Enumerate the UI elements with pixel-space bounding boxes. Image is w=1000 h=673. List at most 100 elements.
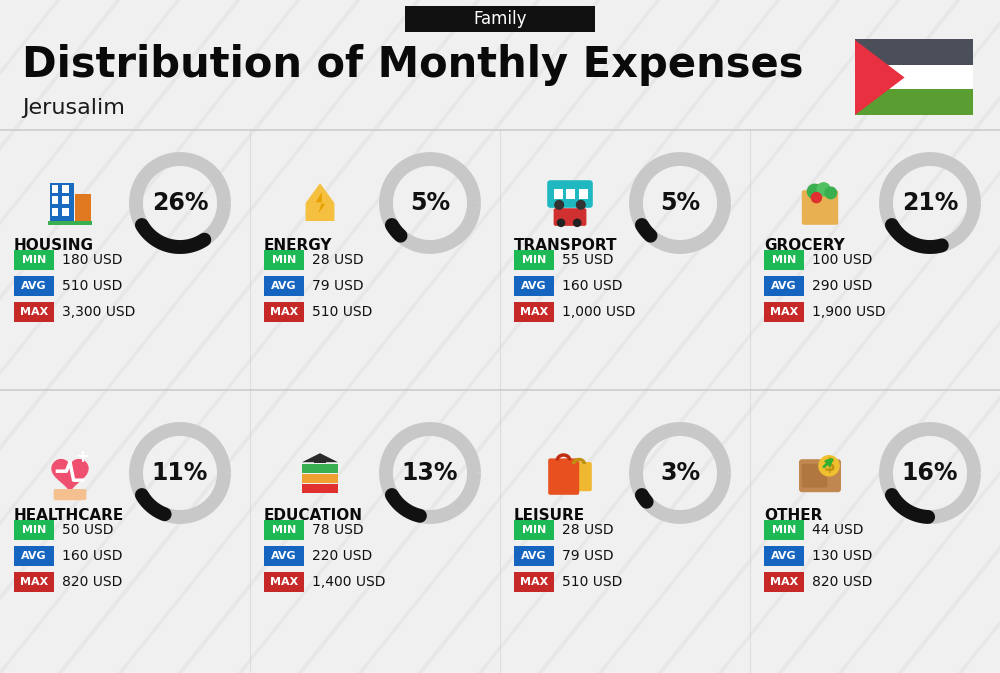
FancyBboxPatch shape <box>548 458 579 495</box>
Text: ENERGY: ENERGY <box>264 238 332 252</box>
FancyBboxPatch shape <box>62 208 69 215</box>
Text: 820 USD: 820 USD <box>812 575 872 589</box>
Text: Distribution of Monthly Expenses: Distribution of Monthly Expenses <box>22 44 804 86</box>
FancyBboxPatch shape <box>802 190 838 225</box>
Text: AVG: AVG <box>21 551 47 561</box>
FancyBboxPatch shape <box>14 520 54 540</box>
Text: MIN: MIN <box>772 255 796 265</box>
FancyBboxPatch shape <box>264 546 304 566</box>
Text: AVG: AVG <box>21 281 47 291</box>
FancyBboxPatch shape <box>514 250 554 270</box>
FancyBboxPatch shape <box>14 250 54 270</box>
FancyBboxPatch shape <box>802 464 827 488</box>
Text: LEISURE: LEISURE <box>514 507 585 522</box>
Text: 290 USD: 290 USD <box>812 279 872 293</box>
Text: 16%: 16% <box>902 461 958 485</box>
FancyBboxPatch shape <box>62 196 69 204</box>
Circle shape <box>817 183 830 196</box>
FancyBboxPatch shape <box>514 276 554 296</box>
Text: AVG: AVG <box>771 551 797 561</box>
Polygon shape <box>855 40 905 115</box>
Text: MAX: MAX <box>20 307 48 317</box>
Circle shape <box>557 219 565 226</box>
Text: MIN: MIN <box>772 525 796 535</box>
FancyBboxPatch shape <box>855 65 973 90</box>
Text: 21%: 21% <box>902 191 958 215</box>
FancyBboxPatch shape <box>54 489 86 500</box>
Text: HOUSING: HOUSING <box>14 238 94 252</box>
FancyBboxPatch shape <box>799 459 841 492</box>
Text: 1,900 USD: 1,900 USD <box>812 305 886 319</box>
FancyBboxPatch shape <box>566 188 575 199</box>
Polygon shape <box>302 453 338 462</box>
FancyBboxPatch shape <box>302 484 338 493</box>
Text: Jerusalim: Jerusalim <box>22 98 125 118</box>
Text: MAX: MAX <box>520 577 548 587</box>
Polygon shape <box>52 460 88 492</box>
FancyBboxPatch shape <box>50 183 74 223</box>
Text: 160 USD: 160 USD <box>562 279 622 293</box>
FancyBboxPatch shape <box>855 39 973 65</box>
FancyBboxPatch shape <box>14 572 54 592</box>
Text: 510 USD: 510 USD <box>562 575 622 589</box>
FancyBboxPatch shape <box>14 546 54 566</box>
FancyBboxPatch shape <box>264 250 304 270</box>
FancyBboxPatch shape <box>764 250 804 270</box>
FancyBboxPatch shape <box>52 196 58 204</box>
Text: MAX: MAX <box>270 577 298 587</box>
FancyBboxPatch shape <box>14 276 54 296</box>
FancyBboxPatch shape <box>547 180 593 208</box>
Text: 5%: 5% <box>660 191 700 215</box>
Text: 510 USD: 510 USD <box>62 279 122 293</box>
FancyBboxPatch shape <box>514 572 554 592</box>
FancyBboxPatch shape <box>405 6 595 32</box>
Text: AVG: AVG <box>771 281 797 291</box>
FancyBboxPatch shape <box>48 221 92 225</box>
Text: 220 USD: 220 USD <box>312 549 372 563</box>
Circle shape <box>825 187 837 199</box>
FancyBboxPatch shape <box>579 188 588 199</box>
Circle shape <box>574 219 581 226</box>
Circle shape <box>576 201 585 209</box>
Text: 1,000 USD: 1,000 USD <box>562 305 636 319</box>
Text: MAX: MAX <box>770 577 798 587</box>
FancyBboxPatch shape <box>302 474 338 483</box>
Text: MAX: MAX <box>20 577 48 587</box>
Text: AVG: AVG <box>271 281 297 291</box>
Polygon shape <box>306 183 334 221</box>
Text: AVG: AVG <box>521 551 547 561</box>
Text: MIN: MIN <box>22 525 46 535</box>
Text: 44 USD: 44 USD <box>812 523 864 537</box>
FancyBboxPatch shape <box>764 546 804 566</box>
Text: AVG: AVG <box>271 551 297 561</box>
Circle shape <box>807 184 822 199</box>
Text: 79 USD: 79 USD <box>562 549 614 563</box>
FancyBboxPatch shape <box>314 459 326 463</box>
Text: MIN: MIN <box>22 255 46 265</box>
Text: 3%: 3% <box>660 461 700 485</box>
Text: MIN: MIN <box>272 255 296 265</box>
Text: MAX: MAX <box>770 307 798 317</box>
Text: 50 USD: 50 USD <box>62 523 114 537</box>
FancyBboxPatch shape <box>554 208 586 226</box>
Text: TRANSPORT: TRANSPORT <box>514 238 618 252</box>
FancyBboxPatch shape <box>566 462 592 491</box>
Text: 100 USD: 100 USD <box>812 253 872 267</box>
Text: 79 USD: 79 USD <box>312 279 364 293</box>
Text: +: + <box>76 448 90 466</box>
Polygon shape <box>316 192 325 214</box>
FancyBboxPatch shape <box>14 302 54 322</box>
FancyBboxPatch shape <box>264 572 304 592</box>
Text: 11%: 11% <box>152 461 208 485</box>
FancyBboxPatch shape <box>52 184 58 192</box>
FancyBboxPatch shape <box>514 520 554 540</box>
Text: 180 USD: 180 USD <box>62 253 122 267</box>
Text: 130 USD: 130 USD <box>812 549 872 563</box>
FancyBboxPatch shape <box>764 520 804 540</box>
Text: 28 USD: 28 USD <box>312 253 364 267</box>
Text: 3,300 USD: 3,300 USD <box>62 305 135 319</box>
FancyBboxPatch shape <box>302 464 338 472</box>
Text: 28 USD: 28 USD <box>562 523 614 537</box>
FancyBboxPatch shape <box>764 276 804 296</box>
Text: 78 USD: 78 USD <box>312 523 364 537</box>
